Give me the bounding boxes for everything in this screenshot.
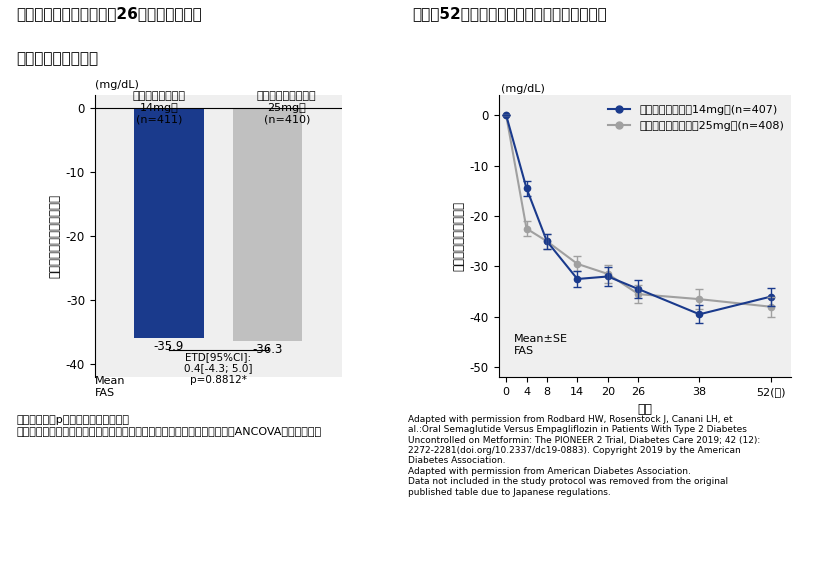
Bar <box>233 108 302 341</box>
Text: -36.3: -36.3 <box>253 343 283 355</box>
Y-axis label: ベースラインからの変化量: ベースラインからの変化量 <box>49 194 62 278</box>
Text: ＊：名目上のp値、多重性の調整なし
投与群及び地域を固定効果、ベースラインの空腹時血糖値を共変量としたANCOVAモデルで解析: ＊：名目上のp値、多重性の調整なし 投与群及び地域を固定効果、ベースラインの空腹… <box>16 415 321 437</box>
Legend: 経口セマグルチド14mg群(n=407), エンパグリフロジン25mg群(n=408): 経口セマグルチド14mg群(n=407), エンパグリフロジン25mg群(n=4… <box>603 101 789 135</box>
Text: 経口セマグルチド
14mg群
(n=411): 経口セマグルチド 14mg群 (n=411) <box>133 91 185 124</box>
Text: 投与後52週間の空腹時血糖値の変化量の推移: 投与後52週間の空腹時血糖値の変化量の推移 <box>412 6 606 21</box>
Text: (mg/dL): (mg/dL) <box>501 84 545 94</box>
Text: -35.9: -35.9 <box>154 340 184 353</box>
Bar <box>134 108 204 338</box>
Text: ETD[95%CI]:
0.4[-4.3; 5.0]
p=0.8812*: ETD[95%CI]: 0.4[-4.3; 5.0] p=0.8812* <box>184 351 253 385</box>
Text: (mg/dL): (mg/dL) <box>95 80 138 90</box>
Y-axis label: 空腹時血糖値の変化量: 空腹時血糖値の変化量 <box>452 201 466 271</box>
Text: ［副次的評価項目］: ［副次的評価項目］ <box>16 51 99 66</box>
Text: ベースラインから投与後26週までの変化量: ベースラインから投与後26週までの変化量 <box>16 6 202 21</box>
Text: Mean±SE
FAS: Mean±SE FAS <box>514 335 568 356</box>
Text: Mean
FAS: Mean FAS <box>95 376 125 397</box>
Text: Adapted with permission from Rodbard HW, Rosenstock J, Canani LH, et
al.:Oral Se: Adapted with permission from Rodbard HW,… <box>408 415 761 497</box>
Text: エンパグリフロジン
25mg群
(n=410): エンパグリフロジン 25mg群 (n=410) <box>257 91 316 124</box>
X-axis label: 期間: 期間 <box>637 403 653 415</box>
